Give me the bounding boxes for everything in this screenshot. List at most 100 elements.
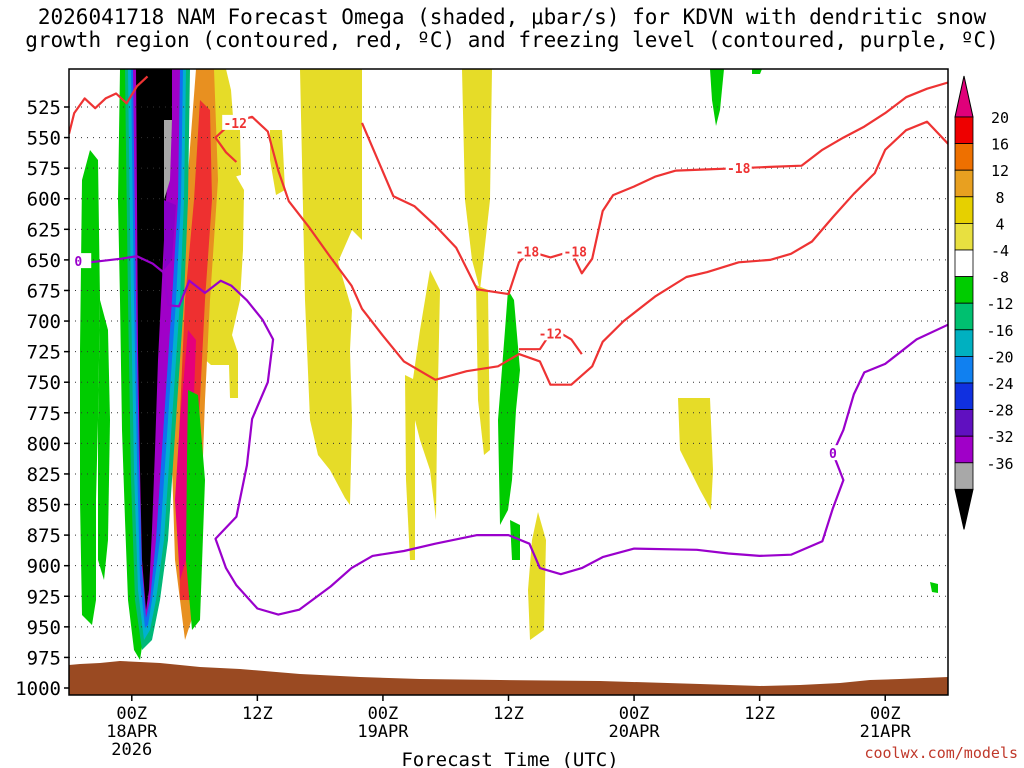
- colorbar-swatch: [954, 276, 974, 304]
- x-tick-label: 00Z: [870, 704, 901, 724]
- contour-label-bg: [562, 243, 589, 259]
- colorbar-swatch: [954, 249, 974, 278]
- colorbar-swatch: [954, 302, 974, 331]
- contour-label: -12: [223, 117, 246, 132]
- colorbar-swatch: [954, 116, 974, 145]
- omega-black-core: [136, 69, 172, 610]
- title-line-1: 2026041718 NAM Forecast Omega (shaded, μ…: [37, 5, 987, 29]
- contour-label-bg: [222, 114, 249, 130]
- x-tick-label: 00Z: [368, 704, 399, 724]
- y-tick-label: 725: [27, 342, 61, 364]
- omega-yellow-area: [678, 398, 713, 510]
- omega-yellow-area: [410, 270, 440, 520]
- omega-yellow-area: [230, 130, 241, 178]
- colorbar-swatch: [954, 143, 974, 171]
- colorbar-swatch: [954, 462, 974, 490]
- y-tick-label: 775: [27, 403, 61, 425]
- contour-freezing-level: [69, 255, 948, 616]
- omega-green-area: [98, 300, 110, 580]
- colorbar-label: -12: [986, 295, 1013, 313]
- y-tick-label: 800: [27, 433, 61, 455]
- colorbar-swatch: [954, 435, 974, 464]
- omega-green-area: [186, 390, 205, 630]
- omega-green-area: [752, 69, 762, 74]
- y-tick-label: 925: [27, 586, 61, 608]
- y-tick-label: 975: [27, 647, 61, 669]
- contour-label-bg: [537, 325, 564, 341]
- omega-yellow-area: [462, 69, 492, 290]
- omega-green-area: [710, 69, 724, 126]
- colorbar-label: -16: [986, 322, 1013, 340]
- contour-labels: 0 0 -12 -18 -18 -18 -12: [65, 114, 846, 462]
- contour-label: 0: [74, 255, 82, 270]
- omega-yellow-area: [405, 375, 415, 560]
- colorbar-label: -32: [986, 428, 1013, 446]
- colorbar-label: -8: [991, 269, 1009, 287]
- x-tick-date: 21APR: [860, 722, 912, 742]
- y-tick-label: 950: [27, 617, 61, 639]
- omega-green-area: [510, 520, 520, 560]
- x-tick-label: 12Z: [242, 704, 273, 724]
- colorbar-swatch: [954, 169, 974, 198]
- x-tick-date: 19APR: [357, 722, 409, 742]
- y-tick-label: 750: [27, 372, 61, 394]
- contour-label-bg: [514, 243, 541, 259]
- colorbar-label: -24: [986, 375, 1013, 393]
- contour-label-bg: [819, 445, 846, 461]
- omega-green-area: [498, 290, 520, 525]
- colorbar-label: -28: [986, 402, 1013, 420]
- colorbar-top-arrow: [954, 75, 974, 118]
- gridlines: [69, 106, 948, 689]
- omega-gray-area: [164, 120, 172, 200]
- y-tick-label: 700: [27, 311, 61, 333]
- y-tick-label: 600: [27, 189, 61, 211]
- chart-title: 2026041718 NAM Forecast Omega (shaded, μ…: [0, 6, 1024, 52]
- colorbar-label: -4: [991, 242, 1009, 260]
- colorbar-label: 4: [995, 215, 1004, 233]
- omega-green-area: [80, 150, 100, 625]
- contour-label: -18: [516, 245, 540, 260]
- colorbar-swatch: [954, 382, 974, 411]
- y-tick-label: 875: [27, 525, 61, 547]
- x-tick-date: 20APR: [608, 722, 660, 742]
- colorbar-swatch: [954, 409, 974, 437]
- colorbar-label: -36: [986, 455, 1013, 473]
- y-tick-label: 625: [27, 219, 61, 241]
- colorbar-label: 12: [991, 162, 1009, 180]
- x-tick-label: 00Z: [619, 704, 650, 724]
- x-tick-year: 2026: [111, 740, 152, 760]
- colorbar-swatch: [954, 329, 974, 357]
- colorbar-bottom-arrow: [954, 488, 974, 530]
- colorbar-swatch: [954, 196, 974, 224]
- contour-isotherm-minus12-upper: [214, 115, 948, 386]
- credit-text: coolwx.com/models: [864, 744, 1018, 762]
- colorbar-label: 8: [995, 189, 1004, 207]
- title-line-2: growth region (contoured, red, ºC) and f…: [25, 28, 999, 52]
- x-tick-date: 18APR: [106, 722, 158, 742]
- y-tick-label: 525: [27, 97, 61, 119]
- colorbar-label: -20: [986, 348, 1013, 366]
- contour-label: -12: [539, 327, 562, 342]
- contour-isotherm-minus12-left: [69, 75, 149, 135]
- omega-yellow-area: [528, 512, 546, 640]
- contour-isotherm-minus18: [360, 81, 948, 296]
- colorbar-label: 20: [991, 109, 1009, 127]
- colorbar: 20 16 12 8 4 -4 -8 -12 -16 -20 -24 -28 -32 -36: [954, 75, 1014, 530]
- colorbar-swatch: [954, 355, 974, 384]
- contour-label-bg: [65, 253, 92, 269]
- colorbar-label: 16: [991, 136, 1009, 154]
- contour-label: -18: [564, 245, 588, 260]
- contour-label-bg: [725, 160, 752, 176]
- x-axis-label: Forecast Time (UTC): [401, 749, 618, 768]
- contour-label: -18: [727, 162, 751, 177]
- y-axis: 525 550 575 600 625 650 675 700 725 750 775 800 825 8…: [15, 97, 69, 700]
- y-tick-label: 650: [27, 250, 61, 272]
- y-tick-label: 900: [27, 556, 61, 578]
- colorbar-swatch: [954, 222, 974, 251]
- x-tick-label: 12Z: [744, 704, 775, 724]
- omega-yellow-area: [476, 285, 490, 455]
- omega-yellow-area: [300, 69, 362, 505]
- y-tick-label: 550: [27, 128, 61, 150]
